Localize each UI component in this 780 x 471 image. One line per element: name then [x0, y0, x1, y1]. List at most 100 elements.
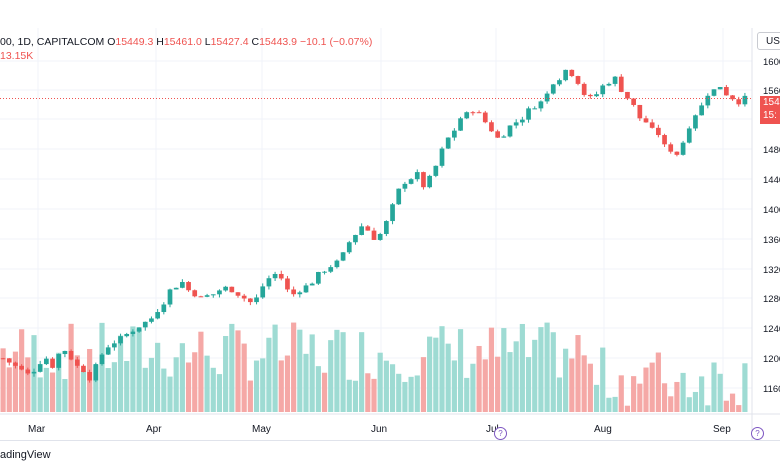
close-label: C — [251, 36, 260, 48]
candle-body — [489, 122, 494, 132]
event-marker-icon[interactable]: ? — [494, 427, 507, 440]
volume-bar — [93, 365, 99, 412]
candle-body — [507, 125, 513, 137]
candle-body — [569, 69, 575, 77]
volume-bar — [488, 327, 495, 412]
volume-bar — [482, 359, 488, 412]
candle-body — [439, 148, 445, 166]
volume-bar — [216, 374, 223, 412]
candle-body — [74, 359, 80, 366]
tradingview-brand[interactable]: adingView — [0, 449, 51, 461]
candle-body — [464, 112, 470, 119]
candle-body — [532, 108, 538, 110]
y-tick-label: 1160 — [763, 384, 780, 395]
candle-body — [44, 358, 49, 365]
candle-body — [62, 350, 68, 355]
candle-body — [513, 122, 519, 126]
volume-bar — [124, 360, 130, 412]
candle-body — [377, 233, 383, 240]
volume-bar — [729, 393, 736, 412]
candle-body — [656, 127, 661, 136]
x-axis-label: May — [252, 424, 271, 435]
x-axis-label: Sep — [713, 424, 731, 435]
y-tick-label: 1200 — [763, 354, 780, 365]
candle-body — [19, 365, 24, 370]
price-chart[interactable]: 1600156015201480144014001360132012801240… — [0, 28, 780, 440]
footer: adingView — [0, 440, 780, 471]
volume-bar — [185, 362, 192, 412]
volume-bar — [148, 357, 155, 412]
currency-button[interactable]: US — [757, 32, 780, 50]
candle-body — [470, 112, 476, 114]
volume-bar — [618, 375, 624, 412]
volume-bar — [569, 358, 575, 412]
event-marker-icon-2[interactable]: ? — [751, 427, 764, 440]
candle-body — [501, 136, 507, 138]
candle-body — [173, 287, 179, 290]
candle-body — [699, 105, 704, 116]
volume-bar — [179, 343, 185, 412]
volume-bar — [371, 378, 377, 412]
volume-bar — [501, 328, 507, 412]
volume-bar — [723, 400, 729, 412]
candle-body — [662, 135, 667, 145]
candle-body — [309, 283, 315, 286]
candle-body — [192, 290, 198, 297]
volume-bar — [507, 352, 513, 412]
volume-bar — [80, 370, 87, 412]
candle-body — [161, 304, 167, 313]
volume-bar — [414, 375, 420, 412]
volume-bar — [19, 329, 25, 412]
volume-bar — [99, 322, 105, 412]
volume-bar — [550, 332, 556, 412]
candle-body — [235, 292, 241, 296]
candle-body — [612, 76, 618, 84]
candle-body — [198, 296, 204, 298]
candle-body — [291, 289, 296, 295]
candle-body — [223, 286, 228, 291]
volume-bar — [309, 334, 315, 412]
candle-body — [371, 230, 377, 240]
volume-bar — [328, 340, 334, 412]
candle-body — [736, 99, 742, 105]
volume-bar — [439, 326, 445, 412]
candle-body — [643, 118, 649, 123]
candle-body — [130, 331, 136, 334]
high-value: 15461.0 — [163, 36, 202, 48]
x-axis-label: Mar — [28, 424, 46, 435]
candle-body — [557, 80, 562, 85]
candle-body — [538, 101, 544, 109]
volume-bar — [49, 372, 56, 412]
candle-body — [210, 294, 216, 296]
volume-bar — [284, 355, 291, 412]
high-label: H — [156, 36, 164, 48]
volume-bar — [495, 356, 501, 412]
volume-bar — [451, 360, 457, 412]
candle-body — [359, 226, 364, 235]
volume-bar — [575, 335, 581, 412]
candle-body — [186, 282, 191, 291]
volume-bar — [408, 376, 414, 412]
candle-body — [476, 112, 482, 114]
volume-bar — [25, 357, 31, 412]
volume-bar — [68, 323, 74, 412]
volume-bar — [365, 373, 371, 412]
candle-body — [445, 137, 451, 149]
candle-body — [272, 273, 278, 279]
candle-body — [353, 234, 358, 243]
candle-body — [365, 226, 371, 231]
volume-bar — [464, 377, 470, 412]
candle-body — [278, 273, 284, 279]
volume-bar — [717, 373, 723, 412]
volume-bar — [167, 376, 173, 412]
volume-bar — [742, 363, 748, 412]
candle-body — [99, 354, 105, 365]
low-value: 15427.4 — [210, 36, 249, 48]
volume-bar — [538, 327, 544, 412]
candle-body — [637, 104, 643, 119]
candle-body — [668, 144, 674, 152]
volume-bar — [278, 360, 284, 412]
volume-bar — [142, 367, 148, 412]
volume-bar — [476, 345, 482, 412]
candle-body — [112, 343, 117, 348]
